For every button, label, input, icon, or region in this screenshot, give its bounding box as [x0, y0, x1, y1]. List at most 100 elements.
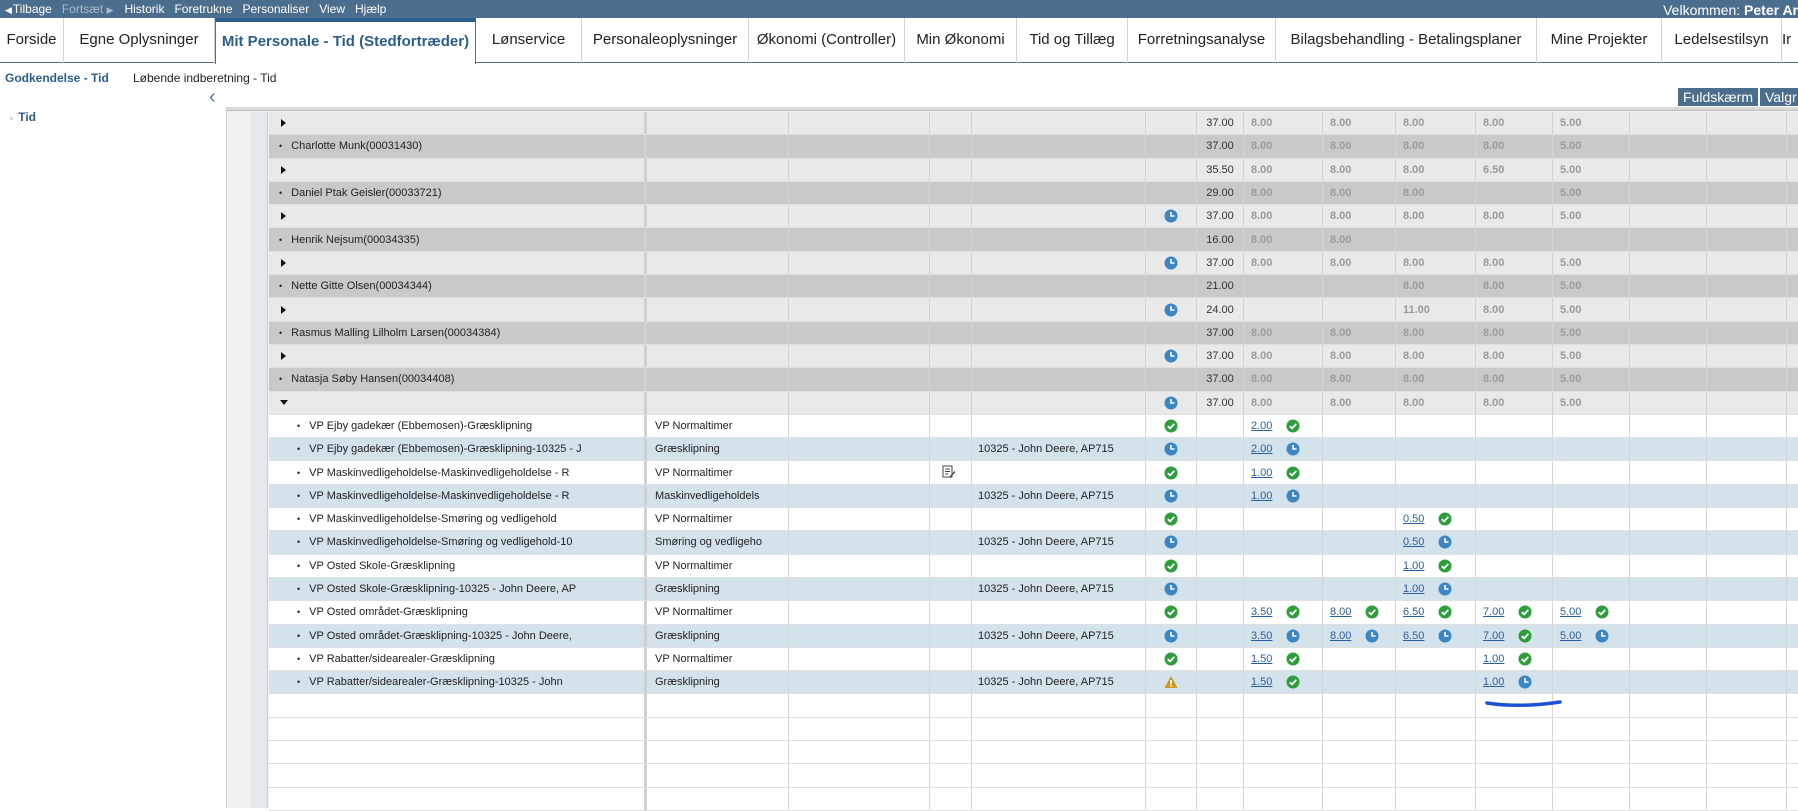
check-icon[interactable]	[1164, 652, 1178, 666]
check-icon[interactable]	[1286, 419, 1300, 433]
grid-cell: 5.00	[1553, 601, 1630, 624]
tab-mit-personale[interactable]: Mit Personale - Tid (Stedfortræder)	[215, 18, 476, 64]
subtab-godkendelse-tid[interactable]: Godkendelse - Tid	[5, 71, 109, 85]
subtab-loebende-indberetning[interactable]: Løbende indberetning - Tid	[133, 71, 277, 85]
check-icon[interactable]	[1164, 512, 1178, 526]
hours-link[interactable]: 1.00	[1251, 489, 1273, 502]
clock-icon[interactable]	[1164, 629, 1178, 643]
tab-tid-og-tillaeg[interactable]: Tid og Tillæg	[1017, 18, 1128, 63]
check-icon[interactable]	[1286, 466, 1300, 480]
check-icon[interactable]	[1286, 675, 1300, 689]
tab-personaleoplysninger[interactable]: Personaleoplysninger	[582, 18, 749, 63]
hours-link[interactable]: 1.00	[1251, 466, 1273, 479]
hours-link[interactable]: 7.00	[1483, 606, 1505, 619]
check-icon[interactable]	[1286, 605, 1300, 619]
tab-truncated[interactable]: Ir	[1782, 31, 1792, 48]
expand-triangle-icon[interactable]	[281, 352, 286, 361]
check-icon[interactable]	[1518, 652, 1532, 666]
check-icon[interactable]	[1164, 605, 1178, 619]
hours-link[interactable]: 1.00	[1483, 652, 1505, 665]
hours-link[interactable]: 1.50	[1251, 652, 1273, 665]
clock-icon[interactable]	[1438, 629, 1452, 643]
tab-loenservice[interactable]: Lønservice	[476, 18, 582, 63]
check-icon[interactable]	[1518, 629, 1532, 643]
grid-cell[interactable]	[269, 298, 647, 321]
hours-link[interactable]: 1.00	[1403, 559, 1425, 572]
grid-cell[interactable]	[269, 344, 647, 368]
check-icon[interactable]	[1164, 559, 1178, 573]
expand-triangle-icon[interactable]	[281, 258, 286, 267]
tab-bilagsbehandling[interactable]: Bilagsbehandling - Betalingsplaner	[1276, 18, 1537, 63]
check-icon[interactable]	[1438, 512, 1452, 526]
clock-icon[interactable]	[1595, 629, 1609, 643]
grid-cell: 5.00	[1553, 158, 1630, 181]
expand-triangle-icon[interactable]	[281, 165, 286, 174]
hours-link[interactable]: 8.00	[1330, 629, 1352, 642]
grid-cell[interactable]	[269, 112, 647, 135]
hours-link[interactable]: 5.00	[1560, 629, 1582, 642]
check-icon[interactable]	[1164, 466, 1178, 480]
hours-link[interactable]: 3.50	[1251, 629, 1273, 642]
hours-link[interactable]: 2.00	[1251, 443, 1273, 456]
clock-icon[interactable]	[1164, 442, 1178, 456]
expand-triangle-icon[interactable]	[281, 212, 286, 221]
hours-link[interactable]: 3.50	[1251, 606, 1273, 619]
check-icon[interactable]	[1595, 605, 1609, 619]
clock-icon[interactable]	[1164, 582, 1178, 596]
warning-icon[interactable]	[1164, 675, 1178, 689]
clock-icon[interactable]	[1164, 489, 1178, 503]
menu-hjaelp[interactable]: Hjælp	[355, 2, 387, 16]
clock-icon[interactable]	[1286, 442, 1300, 456]
hours-link[interactable]: 5.00	[1560, 606, 1582, 619]
tab-mine-projekter[interactable]: Mine Projekter	[1537, 18, 1662, 63]
hours-link[interactable]: 8.00	[1330, 606, 1352, 619]
check-icon[interactable]	[1365, 605, 1379, 619]
clock-icon[interactable]	[1518, 675, 1532, 689]
select-button[interactable]: Valgr	[1760, 88, 1798, 106]
menu-personaliser[interactable]: Personaliser	[242, 2, 310, 16]
clock-icon[interactable]	[1164, 535, 1178, 549]
hours-link[interactable]: 1.00	[1403, 583, 1425, 596]
clock-icon[interactable]	[1365, 629, 1379, 643]
clock-icon[interactable]	[1286, 489, 1300, 503]
hours-link[interactable]: 6.50	[1403, 606, 1425, 619]
check-icon[interactable]	[1164, 419, 1178, 433]
check-icon[interactable]	[1286, 652, 1300, 666]
clock-icon[interactable]	[1286, 629, 1300, 643]
menu-foretrukne[interactable]: Foretrukne	[174, 2, 233, 16]
forward-button[interactable]: Fortsæt ▶	[61, 1, 114, 16]
collapse-left-panel-icon[interactable]: ‹	[209, 86, 216, 108]
tab-oekonomi-controller[interactable]: Økonomi (Controller)	[749, 18, 905, 63]
clock-icon[interactable]	[1438, 582, 1452, 596]
check-icon[interactable]	[1518, 605, 1532, 619]
hours-link[interactable]: 2.00	[1251, 420, 1273, 432]
tab-forretningsanalyse[interactable]: Forretningsanalyse	[1128, 18, 1276, 63]
hours-link[interactable]: 1.50	[1251, 676, 1273, 689]
edit-note-icon[interactable]	[942, 465, 956, 479]
collapse-triangle-icon[interactable]	[280, 400, 288, 406]
hours-link[interactable]: 6.50	[1403, 629, 1425, 642]
clock-icon[interactable]	[1438, 535, 1452, 549]
tree-item-tid[interactable]: ▫ Tid	[10, 110, 36, 124]
check-icon[interactable]	[1438, 605, 1452, 619]
grid-cell: 8.00	[1476, 321, 1553, 344]
hours-link[interactable]: 0.50	[1403, 513, 1425, 526]
back-button[interactable]: ◀Tilbage	[5, 1, 52, 16]
grid-cell[interactable]	[269, 158, 647, 181]
grid-cell[interactable]	[269, 391, 647, 414]
grid-cell[interactable]	[269, 251, 647, 275]
tab-forside[interactable]: Forside	[0, 18, 64, 63]
hours-link[interactable]: 7.00	[1483, 629, 1505, 642]
hours-link[interactable]: 1.00	[1483, 676, 1505, 689]
hours-link[interactable]: 0.50	[1403, 536, 1425, 549]
check-icon[interactable]	[1438, 559, 1452, 573]
grid-cell[interactable]	[269, 205, 647, 228]
tab-min-oekonomi[interactable]: Min Økonomi	[905, 18, 1017, 63]
menu-historik[interactable]: Historik	[124, 2, 165, 16]
menu-view[interactable]: View	[319, 2, 345, 16]
tab-egne-oplysninger[interactable]: Egne Oplysninger	[64, 18, 215, 63]
expand-triangle-icon[interactable]	[281, 305, 286, 314]
tab-ledelsestilsyn[interactable]: Ledelsestilsyn	[1662, 18, 1782, 63]
fullscreen-button[interactable]: Fuldskærm	[1678, 88, 1758, 106]
expand-triangle-icon[interactable]	[281, 119, 286, 128]
